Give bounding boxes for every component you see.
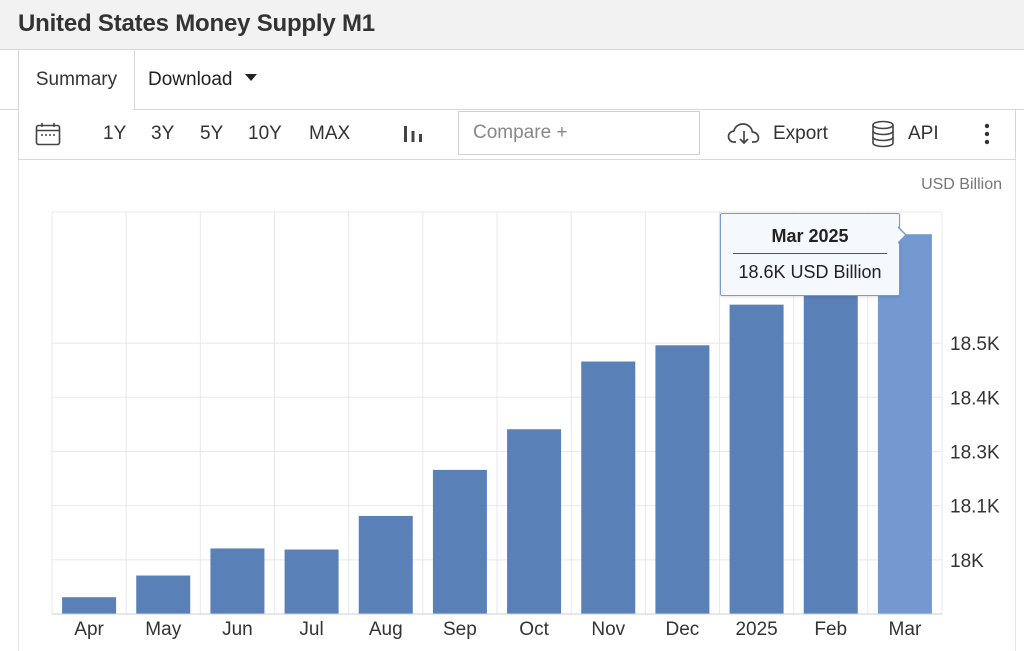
- y-tick-label: 18.5K: [950, 334, 1000, 355]
- bar-jun: [210, 548, 265, 614]
- export-button[interactable]: Export: [773, 123, 828, 144]
- chart-toolbar: 1Y 3Y 5Y 10Y MAX Export API: [18, 110, 1016, 160]
- bar-may: [136, 575, 191, 614]
- range-3y-button[interactable]: 3Y: [151, 123, 175, 144]
- bar-mar: [877, 234, 932, 614]
- unit-label: USD Billion: [921, 176, 1002, 193]
- x-tick-label: Jun: [222, 619, 253, 640]
- bar-jul: [284, 549, 339, 614]
- range-1y-button[interactable]: 1Y: [103, 123, 127, 144]
- x-tick-label: Jul: [299, 619, 323, 640]
- tooltip-title: Mar 2025: [733, 226, 887, 254]
- title-bar: United States Money Supply M1: [0, 0, 1024, 50]
- bar-chart-icon[interactable]: [402, 122, 424, 144]
- x-tick-label: Dec: [666, 619, 700, 640]
- x-tick-label: Oct: [519, 619, 549, 640]
- tabs-divider: [133, 109, 1024, 110]
- tooltip-arrow: [897, 227, 905, 243]
- calendar-icon[interactable]: [35, 122, 61, 146]
- tab-download[interactable]: Download: [148, 50, 257, 110]
- x-tick-label: May: [145, 619, 181, 640]
- y-tick-label: 18.3K: [950, 442, 1000, 463]
- x-tick-label: Mar: [889, 619, 922, 640]
- tabs-divider: [0, 109, 18, 110]
- cloud-download-icon[interactable]: [727, 122, 761, 146]
- bar-sep: [432, 469, 487, 614]
- bar-apr: [62, 597, 117, 614]
- x-tick-label: 2025: [735, 619, 777, 640]
- tab-download-label: Download: [148, 69, 233, 90]
- bar-2025: [729, 304, 784, 614]
- x-tick-label: Aug: [369, 619, 403, 640]
- x-tick-label: Nov: [591, 619, 625, 640]
- compare-box: [458, 111, 700, 155]
- bar-nov: [581, 361, 636, 614]
- bar-feb: [803, 271, 858, 614]
- bar-aug: [358, 515, 413, 614]
- tab-summary[interactable]: Summary: [18, 50, 135, 110]
- tabs-row: Summary Download: [0, 50, 1024, 110]
- bar-oct: [507, 429, 562, 614]
- page-title: United States Money Supply M1: [18, 10, 375, 37]
- range-max-button[interactable]: MAX: [309, 123, 351, 144]
- y-tick-label: 18.1K: [950, 497, 1000, 518]
- compare-input[interactable]: [459, 112, 699, 154]
- chart-area: [18, 160, 1016, 651]
- tooltip-value: 18.6K USD Billion: [738, 262, 882, 282]
- database-icon[interactable]: [871, 120, 895, 148]
- x-tick-label: Sep: [443, 619, 477, 640]
- range-10y-button[interactable]: 10Y: [248, 123, 282, 144]
- api-button[interactable]: API: [908, 123, 939, 144]
- more-vertical-icon[interactable]: [979, 122, 995, 146]
- x-tick-label: Feb: [814, 619, 847, 640]
- y-tick-label: 18K: [950, 551, 984, 572]
- y-tick-label: 18.4K: [950, 388, 1000, 409]
- x-tick-label: Apr: [74, 619, 104, 640]
- caret-down-icon: [244, 74, 257, 82]
- range-5y-button[interactable]: 5Y: [200, 123, 224, 144]
- bar-dec: [655, 345, 710, 614]
- chart-tooltip: Mar 2025 18.6K USD Billion: [720, 213, 900, 296]
